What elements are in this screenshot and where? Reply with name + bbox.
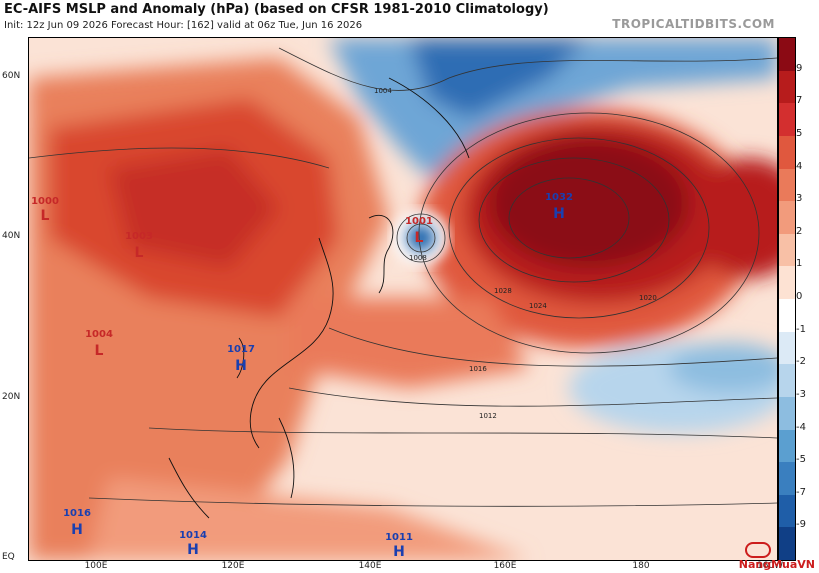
colorbar-tick: 9 (796, 62, 803, 74)
colorbar-tick: -2 (796, 356, 806, 368)
lat-label: 60N (2, 71, 21, 81)
isobar-label: 1016 (469, 365, 487, 373)
isobar-label: 1004 (374, 87, 392, 95)
colorbar-segment (779, 364, 795, 397)
svg-text:H: H (235, 358, 247, 374)
colorbar-tick: 5 (796, 127, 803, 139)
isobar-label: 1028 (494, 287, 512, 295)
colorbar-tick: 2 (796, 225, 803, 237)
colorbar-segment (779, 331, 795, 365)
colorbar (778, 37, 796, 561)
svg-text:1003: 1003 (125, 231, 153, 242)
lat-label: EQ (2, 552, 15, 562)
pressure-center-low: 1001 L (405, 216, 433, 246)
colorbar-tick: -5 (796, 454, 806, 466)
lon-label: 140E (358, 561, 382, 571)
colorbar-segment (779, 201, 795, 234)
colorbar-segment (779, 527, 795, 560)
colorbar-tick: -9 (796, 519, 806, 531)
lon-label: 160E (493, 561, 517, 571)
lon-label: 160W (756, 561, 784, 571)
coastlines (168, 77, 470, 519)
svg-text:L: L (41, 208, 50, 224)
colorbar-tick: 0 (796, 291, 803, 302)
pressure-center-high: 1016 H (63, 508, 91, 538)
isobar-label: 1024 (529, 302, 547, 310)
pressure-center-high: 1032 H (545, 192, 573, 222)
colorbar-tick: -3 (796, 388, 806, 400)
colorbar-tick: -7 (796, 486, 806, 498)
colorbar-tick: -4 (796, 421, 806, 433)
svg-text:H: H (393, 544, 405, 560)
svg-text:L: L (135, 245, 144, 261)
colorbar-segment (779, 103, 795, 136)
colorbar-segment (779, 494, 795, 528)
colorbar-segment (779, 38, 795, 71)
isobars (29, 47, 777, 507)
svg-text:H: H (71, 522, 83, 538)
pressure-center-high: 1011 H (385, 532, 413, 560)
lat-label: 40N (2, 231, 21, 241)
pressure-center-high: 1017 H (227, 344, 255, 374)
colorbar-tick: -1 (796, 323, 806, 335)
pressure-center-low: 1004 L (85, 329, 113, 359)
svg-text:1000: 1000 (31, 196, 59, 207)
svg-text:1032: 1032 (545, 192, 573, 203)
cloud-icon (745, 542, 771, 558)
colorbar-segment (779, 168, 795, 202)
isobar-label: 1020 (639, 294, 657, 302)
watermark: NangMuaVN (738, 558, 815, 571)
isobar-label: 1012 (479, 412, 497, 420)
chart-subtitle: Init: 12z Jun 09 2026 Forecast Hour: [16… (4, 20, 363, 31)
colorbar-tick: 7 (796, 95, 803, 107)
svg-text:H: H (553, 206, 565, 222)
brand-label[interactable]: TROPICALTIDBITS.COM (612, 17, 775, 31)
colorbar-tick: 4 (796, 160, 803, 172)
pressure-center-high: 1014 H (179, 530, 207, 558)
colorbar-tick: 3 (796, 193, 803, 205)
colorbar-segment (779, 266, 795, 299)
svg-text:1011: 1011 (385, 532, 413, 543)
svg-text:1014: 1014 (179, 530, 207, 541)
colorbar-segment (779, 299, 795, 332)
chart-title: EC-AIFS MSLP and Anomaly (hPa) (based on… (4, 2, 549, 17)
lat-label: 20N (2, 392, 21, 402)
anomaly-map: 1028 1024 1020 1016 1012 1008 1004 1032 … (29, 38, 777, 560)
colorbar-segment (779, 135, 795, 169)
lon-label: 120E (221, 561, 245, 571)
svg-text:L: L (415, 230, 424, 246)
colorbar-segment (779, 396, 795, 430)
lon-label: 180 (632, 561, 650, 571)
pressure-center-low: 1000 L (31, 196, 59, 224)
svg-text:L: L (95, 343, 104, 359)
isobar-label: 1008 (409, 254, 427, 262)
svg-text:1016: 1016 (63, 508, 91, 519)
svg-text:H: H (187, 542, 199, 558)
colorbar-tick: 1 (796, 258, 803, 270)
colorbar-segment (779, 462, 795, 495)
svg-text:1001: 1001 (405, 216, 433, 227)
colorbar-segment (779, 70, 795, 104)
pressure-center-low: 1003 L (125, 231, 153, 261)
svg-text:1004: 1004 (85, 329, 113, 340)
colorbar-segment (779, 233, 795, 267)
colorbar-segment (779, 429, 795, 463)
svg-text:1017: 1017 (227, 344, 255, 355)
lon-label: 100E (84, 561, 108, 571)
map-area: 1028 1024 1020 1016 1012 1008 1004 1032 … (28, 37, 778, 561)
